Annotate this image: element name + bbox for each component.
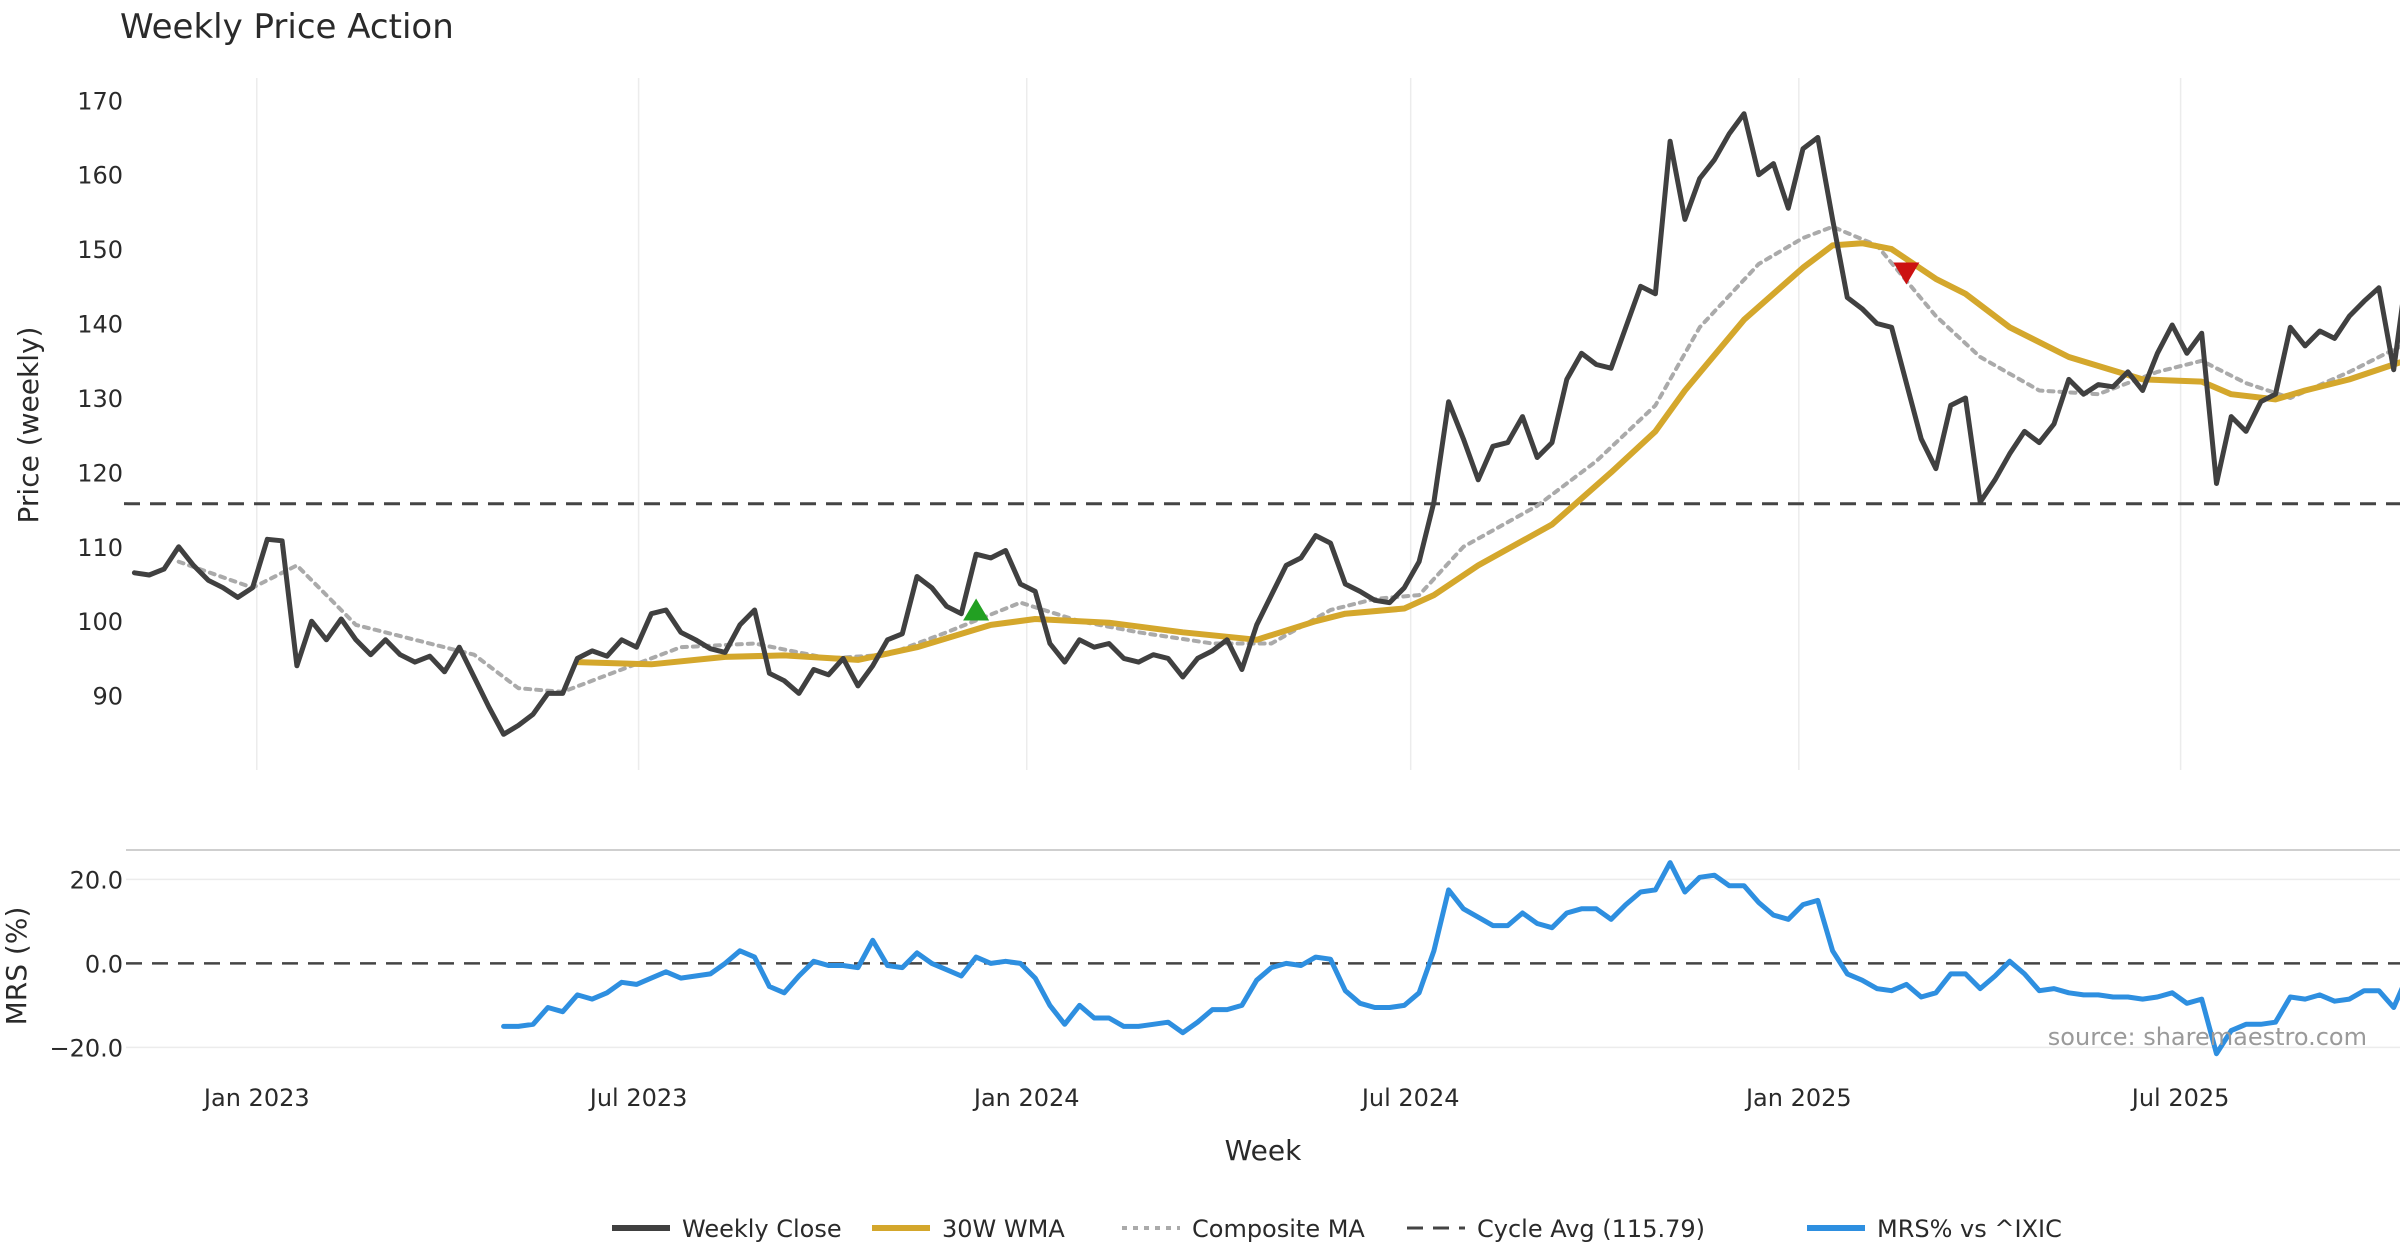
source-note: source: sharemaestro.com (2048, 1023, 2367, 1051)
price-series (131, 111, 2400, 737)
legend-label: Cycle Avg (115.79) (1477, 1215, 1705, 1243)
x-tick-labels: Jan 2023 Jul 2023 Jan 2024 Jul 2024 Jan 2025… (202, 1084, 2230, 1112)
mrs-y-tick-label: 20.0 (70, 866, 123, 894)
signal-markers (963, 262, 1920, 621)
buy-signal-marker (963, 598, 990, 621)
price-y-tick-label: 110 (77, 534, 123, 562)
legend-label: Weekly Close (682, 1215, 842, 1243)
composite-ma-line (176, 224, 2400, 694)
price-y-axis-label: Price (weekly) (12, 327, 45, 524)
mrs-y-tick-labels: −20.0 0.0 20.0 (49, 866, 123, 1062)
legend-label: Composite MA (1192, 1215, 1365, 1243)
price-y-tick-label: 170 (77, 87, 123, 115)
mrs-line (501, 860, 2400, 1057)
mrs-y-axis-label: MRS (%) (0, 907, 33, 1026)
mrs-series (501, 860, 2400, 1057)
x-tick-label: Jan 2025 (1744, 1084, 1852, 1112)
x-tick-label: Jan 2023 (202, 1084, 310, 1112)
price-y-tick-label: 150 (77, 236, 123, 264)
legend-label: MRS% vs ^IXIC (1877, 1215, 2062, 1243)
mrs-y-tick-label: 0.0 (85, 950, 123, 978)
price-y-tick-label: 90 (92, 683, 123, 711)
legend-label: 30W WMA (942, 1215, 1065, 1243)
x-tick-label: Jul 2023 (588, 1084, 688, 1112)
price-gridlines (256, 78, 2182, 770)
price-y-tick-label: 140 (77, 311, 123, 339)
price-y-tick-labels: 90 100 110 120 130 140 150 160 170 (77, 87, 123, 710)
legend: Weekly Close 30W WMA Composite MA Cycle Avg… (612, 1215, 2062, 1243)
sell-signal-marker (1893, 262, 1920, 285)
mrs-gridlines (126, 878, 2400, 1049)
x-axis-label: Week (1225, 1134, 1302, 1167)
x-tick-label: Jan 2024 (972, 1084, 1080, 1112)
price-y-tick-label: 160 (77, 162, 123, 190)
x-tick-label: Jul 2024 (1360, 1084, 1460, 1112)
price-y-tick-label: 100 (77, 608, 123, 636)
wma-30w-line (574, 240, 2400, 668)
x-tick-label: Jul 2025 (2130, 1084, 2230, 1112)
weekly-close-line (131, 111, 2400, 737)
chart-title: Weekly Price Action (120, 7, 454, 47)
price-y-tick-label: 130 (77, 385, 123, 413)
price-y-tick-label: 120 (77, 459, 123, 487)
mrs-y-tick-label: −20.0 (49, 1034, 123, 1062)
